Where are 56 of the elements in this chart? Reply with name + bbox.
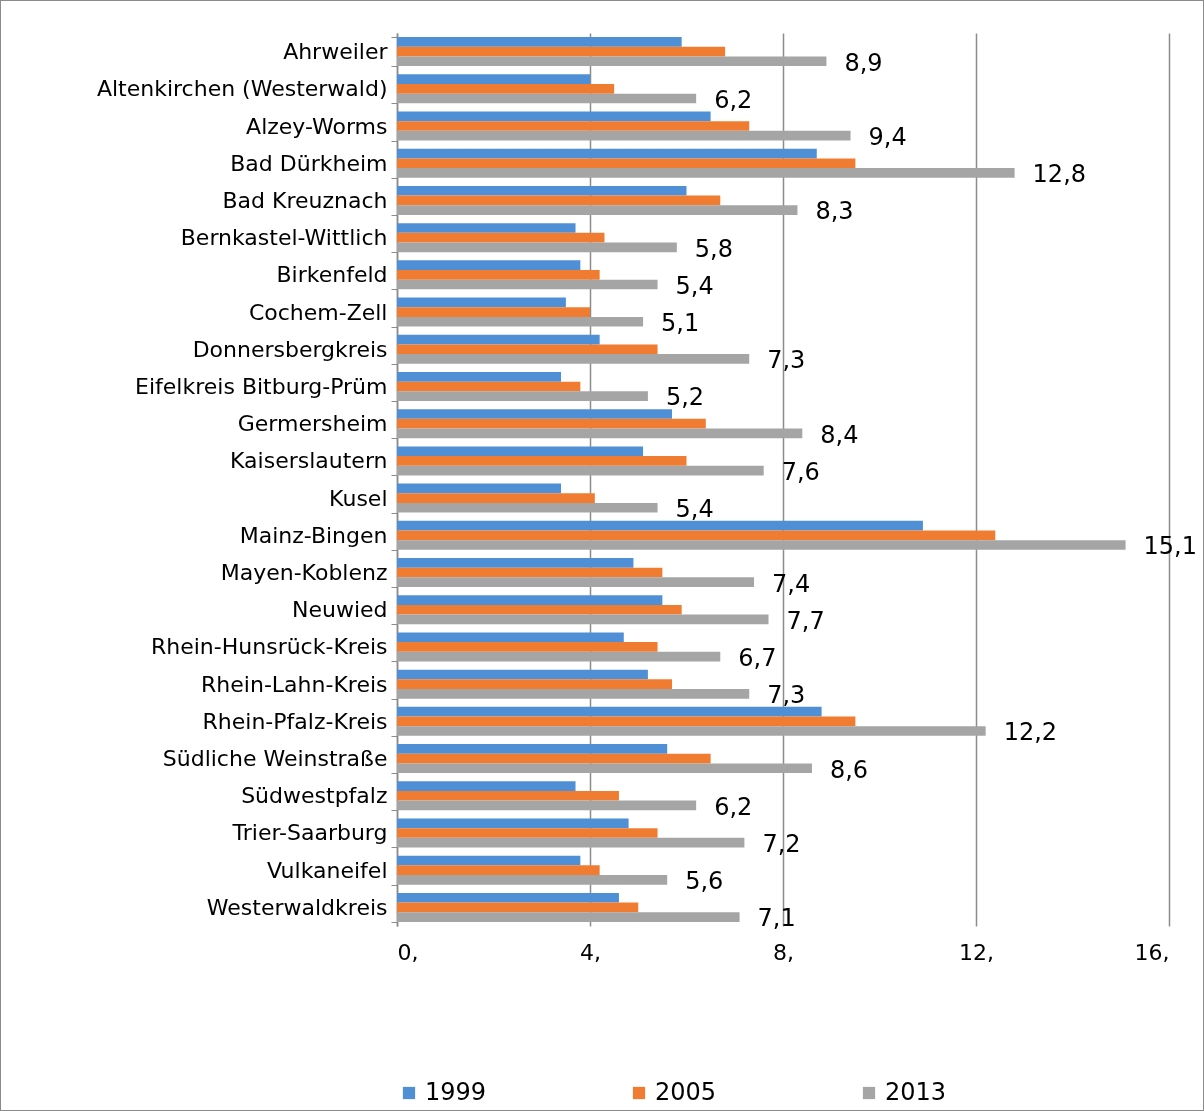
y-tick-label: Bernkastel-Wittlich [180,225,388,251]
data-label: 5,8 [694,234,734,263]
data-label: 8,6 [829,755,869,784]
data-label: 5,4 [675,271,714,300]
data-label: 7,1 [757,904,796,933]
y-tick-label: Eifelkreis Bitburg-Prüm [135,373,388,399]
y-tick-label: Ahrweiler [283,39,389,65]
y-tick-label: Kusel [329,485,388,511]
data-label: 7,7 [786,606,825,635]
data-label: 7,2 [762,829,801,858]
data-label: 12,2 [1003,718,1058,747]
legend-label: 2013 [885,1078,947,1106]
y-tick-label: Trier-Saarburg [231,820,388,846]
legend-label: 2005 [655,1078,717,1106]
y-tick-label: Donnersbergkreis [192,336,388,362]
y-tick-label: Rhein-Hunsrück-Kreis [150,634,388,660]
y-tick-label: Rhein-Pfalz-Kreis [202,708,388,734]
data-label: 7,6 [781,457,820,486]
y-tick-label: Mainz-Bingen [239,522,388,548]
data-label: 15,1 [1143,532,1198,561]
y-tick-label: Südwestpfalz [241,783,388,809]
y-tick-label: Cochem-Zell [248,299,388,325]
data-label: 7,3 [767,346,806,375]
x-tick-label: 4, [580,939,601,965]
data-label: 6,7 [738,643,777,672]
y-tick-label: Mayen-Koblenz [220,560,388,586]
data-label: 5,6 [685,867,724,896]
data-label: 12,8 [1032,160,1087,189]
data-label: 6,2 [714,85,753,114]
y-tick-label: Bad Dürkheim [230,150,388,176]
data-label: 5,2 [665,383,705,412]
data-label: 7,3 [767,681,806,710]
y-tick-label: Vulkaneifel [267,857,388,883]
x-tick-label: 0, [397,939,419,965]
data-label: 6,2 [714,792,753,821]
x-tick-label: 8, [773,939,794,965]
y-tick-label: Kaiserslautern [230,448,388,474]
data-label: 5,4 [675,495,714,524]
data-label: 8,3 [815,197,854,226]
data-label: 8,4 [820,420,859,449]
x-tick-label: 16, [1134,939,1170,965]
data-label: 7,4 [772,569,811,598]
data-label: 5,1 [661,309,700,338]
y-tick-label: Birkenfeld [276,262,388,288]
y-tick-label: Südliche Weinstraße [162,746,388,772]
legend-label: 1999 [425,1078,487,1106]
y-tick-label: Germersheim [237,411,388,437]
x-tick-label: 12, [959,939,994,965]
data-label: 8,9 [844,48,883,77]
y-tick-label: Altenkirchen (Westerwald) [96,76,388,102]
y-tick-label: Rhein-Lahn-Kreis [201,671,388,697]
y-tick-label: Westerwaldkreis [206,894,388,920]
y-tick-label: Bad Kreuznach [222,187,388,213]
data-label: 9,4 [868,123,907,152]
y-tick-label: Alzey-Worms [246,113,388,139]
y-tick-label: Neuwied [291,597,388,623]
